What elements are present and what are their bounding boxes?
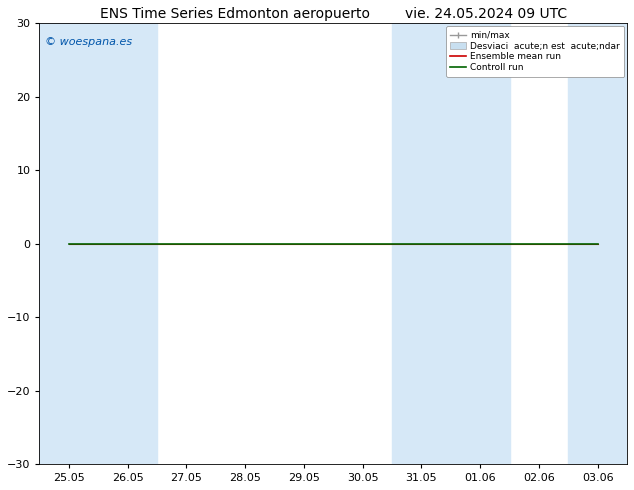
Bar — [568, 24, 627, 464]
Bar — [98, 24, 157, 464]
Bar — [451, 24, 510, 464]
Text: © woespana.es: © woespana.es — [46, 37, 133, 47]
Bar — [39, 24, 98, 464]
Bar — [392, 24, 451, 464]
Title: ENS Time Series Edmonton aeropuerto        vie. 24.05.2024 09 UTC: ENS Time Series Edmonton aeropuerto vie.… — [100, 7, 567, 21]
Legend: min/max, Desviaci  acute;n est  acute;ndar, Ensemble mean run, Controll run: min/max, Desviaci acute;n est acute;ndar… — [446, 26, 624, 76]
